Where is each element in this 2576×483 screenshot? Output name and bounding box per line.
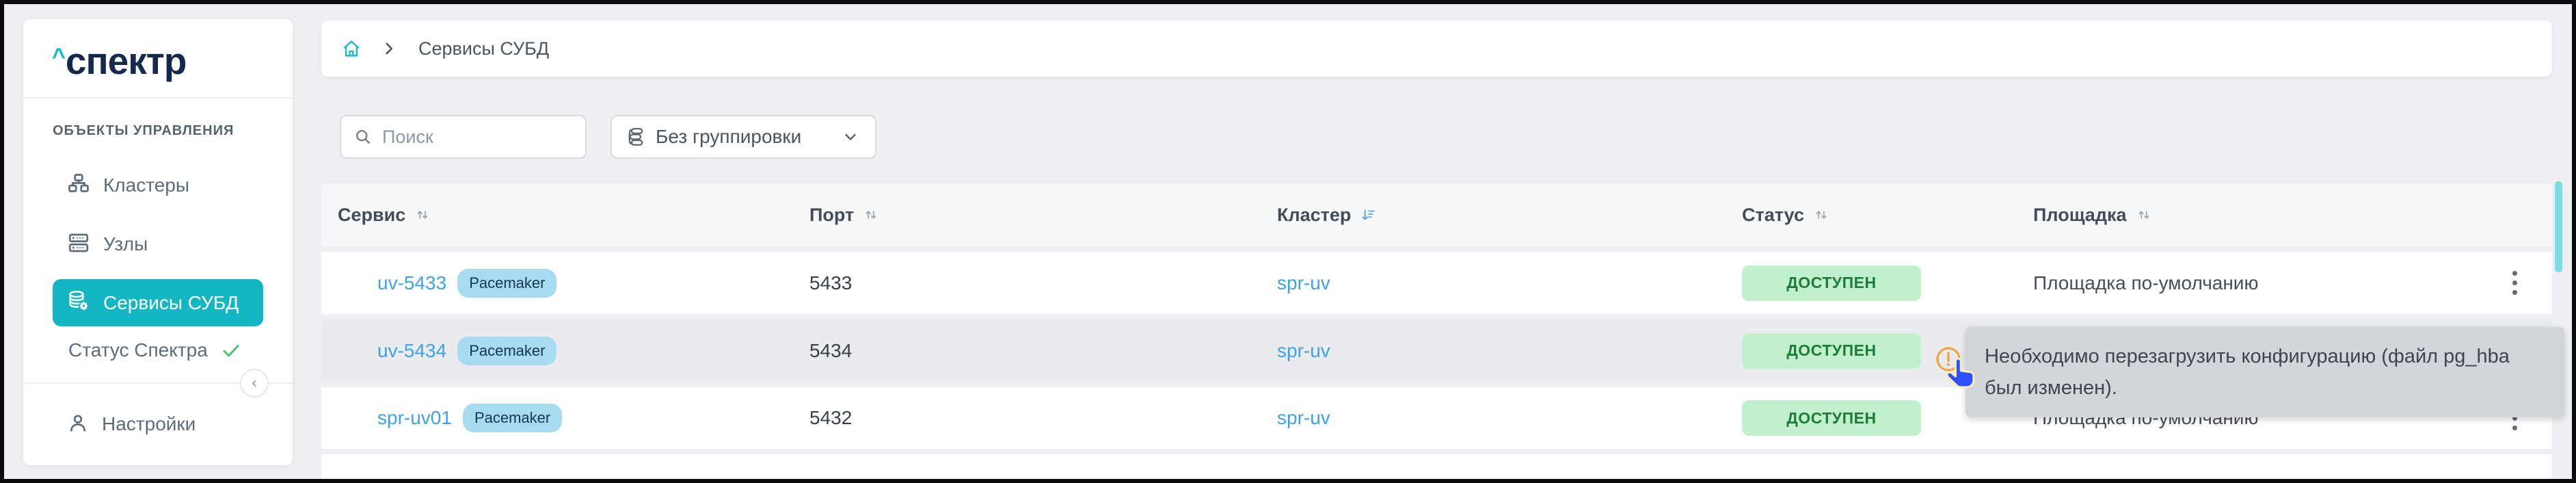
- status-badge: ДОСТУПЕН: [1742, 265, 1921, 301]
- chevron-left-icon: [247, 376, 261, 390]
- column-header-cluster[interactable]: Кластер: [1277, 205, 1742, 226]
- search-icon: [353, 127, 373, 146]
- column-label: Сервис: [338, 204, 406, 225]
- column-label: Площадка: [2033, 204, 2127, 225]
- nodes-icon: [66, 231, 91, 259]
- sidebar-item-db-services[interactable]: Сервисы СУБД: [53, 279, 263, 326]
- sidebar-item-spektr-status[interactable]: Статус Спектра: [53, 328, 278, 372]
- sort-icon: [2135, 206, 2153, 224]
- cluster-link[interactable]: spr-uv: [1277, 272, 1330, 293]
- sidebar-item-settings[interactable]: Настройки: [53, 402, 278, 446]
- sidebar-item-clusters[interactable]: Кластеры: [53, 164, 278, 207]
- sidebar: ^ спектр ОБЪЕКТЫ УПРАВЛЕНИЯ Кластеры: [23, 19, 293, 465]
- grouping-select[interactable]: Без группировки: [611, 115, 876, 159]
- column-label: Статус: [1742, 204, 1804, 225]
- sidebar-item-nodes[interactable]: Узлы: [53, 222, 278, 266]
- sidebar-item-label: Сервисы СУБД: [103, 291, 239, 313]
- sort-icon: [1812, 206, 1830, 224]
- grouping-icon: [624, 126, 646, 148]
- sidebar-item-label: Узлы: [103, 233, 148, 254]
- port-value: 5434: [809, 339, 853, 361]
- column-header-service[interactable]: Сервис: [321, 205, 809, 226]
- app-logo: ^ спектр: [52, 40, 187, 82]
- mouse-cursor-icon: [1943, 355, 1978, 394]
- pacemaker-badge: Pacemaker: [457, 268, 557, 298]
- status-badge: ДОСТУПЕН: [1742, 400, 1921, 436]
- clusters-icon: [66, 172, 91, 200]
- db-services-icon: [66, 289, 91, 317]
- chevron-right-icon: [380, 40, 398, 57]
- service-link[interactable]: uv-5434: [377, 339, 447, 361]
- column-header-site[interactable]: Площадка: [2033, 205, 2477, 226]
- column-header-status[interactable]: Статус: [1742, 205, 2033, 226]
- table-row[interactable]: uv-5433 Pacemaker 5433 spr-uv ДОСТУПЕН П…: [321, 252, 2552, 314]
- service-link[interactable]: spr-uv01: [377, 407, 452, 428]
- logo-brand-text: спектр: [65, 40, 187, 82]
- tooltip-text: Необходимо перезагрузить конфигурацию (ф…: [1985, 345, 2510, 399]
- tooltip: Необходимо перезагрузить конфигурацию (ф…: [1965, 327, 2564, 417]
- vertical-scrollbar-thumb[interactable]: [2555, 181, 2562, 272]
- app-canvas: ^ спектр ОБЪЕКТЫ УПРАВЛЕНИЯ Кластеры: [4, 4, 2572, 479]
- column-label: Кластер: [1277, 204, 1352, 225]
- port-value: 5433: [809, 272, 853, 293]
- sort-icon: [862, 206, 880, 224]
- sidebar-item-label: Настройки: [102, 413, 196, 434]
- sidebar-section-label: ОБЪЕКТЫ УПРАВЛЕНИЯ: [53, 123, 234, 138]
- site-value: Площадка по-умолчанию: [2033, 272, 2259, 293]
- table-row-partial: [321, 454, 2552, 479]
- breadcrumb: Сервисы СУБД: [321, 21, 2552, 77]
- breadcrumb-current: Сервисы СУБД: [418, 38, 550, 59]
- sidebar-item-label: Кластеры: [103, 174, 189, 196]
- status-ok-check-icon: [220, 339, 242, 361]
- pacemaker-badge: Pacemaker: [457, 336, 557, 365]
- table-header: Сервис Порт Кластер Ста: [321, 183, 2552, 246]
- sort-icon: [414, 206, 431, 224]
- sidebar-collapse-button[interactable]: [240, 369, 269, 397]
- cluster-link[interactable]: spr-uv: [1277, 339, 1330, 361]
- sort-desc-active-icon: [1359, 206, 1377, 224]
- grouping-selected-value: Без группировки: [656, 126, 802, 147]
- status-badge: ДОСТУПЕН: [1742, 332, 1921, 369]
- sidebar-item-label: Статус Спектра: [68, 339, 208, 361]
- table-row[interactable]: spr-uv01 Pacemaker 5432 spr-uv ДОСТУПЕН …: [321, 387, 2552, 449]
- home-icon[interactable]: [340, 38, 362, 60]
- search-input[interactable]: Поиск: [340, 115, 587, 159]
- column-header-port[interactable]: Порт: [809, 205, 1277, 226]
- sidebar-divider: [23, 382, 293, 384]
- service-link[interactable]: uv-5433: [377, 272, 447, 293]
- logo-caret: ^: [52, 44, 66, 70]
- pacemaker-badge: Pacemaker: [462, 404, 563, 432]
- cluster-link[interactable]: spr-uv: [1277, 407, 1330, 428]
- kebab-menu-button[interactable]: [2503, 265, 2527, 300]
- column-label: Порт: [809, 204, 855, 225]
- search-placeholder: Поиск: [382, 126, 433, 147]
- sidebar-divider: [23, 97, 293, 99]
- port-value: 5432: [809, 407, 853, 428]
- user-icon: [66, 411, 90, 438]
- chevron-down-icon: [841, 127, 860, 146]
